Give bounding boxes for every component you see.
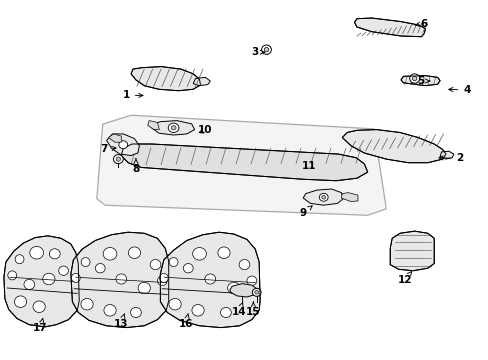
Polygon shape — [439, 151, 453, 159]
Text: 14: 14 — [231, 302, 245, 318]
Text: 4: 4 — [448, 85, 470, 95]
Ellipse shape — [49, 249, 60, 259]
Ellipse shape — [204, 274, 215, 284]
Ellipse shape — [81, 258, 90, 266]
Ellipse shape — [192, 305, 204, 316]
Ellipse shape — [321, 195, 325, 199]
Ellipse shape — [104, 305, 116, 316]
Text: 13: 13 — [113, 314, 128, 329]
Text: 15: 15 — [245, 302, 260, 318]
Ellipse shape — [113, 154, 123, 163]
Text: 10: 10 — [198, 125, 212, 135]
Ellipse shape — [412, 76, 416, 81]
Ellipse shape — [150, 260, 161, 270]
Ellipse shape — [138, 282, 150, 294]
Text: 5: 5 — [416, 76, 429, 86]
Ellipse shape — [246, 276, 256, 285]
Ellipse shape — [261, 45, 271, 54]
Ellipse shape — [8, 271, 17, 280]
Ellipse shape — [168, 123, 179, 132]
Ellipse shape — [239, 260, 249, 270]
Polygon shape — [97, 115, 386, 215]
Ellipse shape — [43, 273, 55, 285]
Ellipse shape — [220, 307, 231, 318]
Polygon shape — [303, 189, 343, 205]
Ellipse shape — [95, 264, 105, 273]
Polygon shape — [193, 77, 210, 86]
Ellipse shape — [254, 291, 258, 294]
Ellipse shape — [24, 279, 35, 289]
Ellipse shape — [218, 247, 230, 258]
Ellipse shape — [157, 276, 167, 285]
Ellipse shape — [128, 247, 141, 258]
Ellipse shape — [227, 282, 240, 294]
Ellipse shape — [130, 307, 141, 318]
Ellipse shape — [159, 274, 168, 282]
Polygon shape — [229, 284, 256, 297]
Text: 1: 1 — [122, 90, 142, 100]
Ellipse shape — [119, 141, 127, 149]
Polygon shape — [121, 144, 367, 181]
Polygon shape — [341, 193, 357, 202]
Text: 16: 16 — [178, 314, 193, 329]
Ellipse shape — [103, 248, 117, 260]
Polygon shape — [147, 121, 159, 130]
Polygon shape — [354, 18, 425, 37]
Polygon shape — [160, 232, 260, 328]
Ellipse shape — [171, 126, 176, 130]
Ellipse shape — [81, 298, 93, 310]
Text: 2: 2 — [438, 153, 462, 163]
Ellipse shape — [183, 264, 193, 273]
Ellipse shape — [15, 296, 27, 307]
Text: 17: 17 — [33, 319, 48, 333]
Polygon shape — [4, 236, 79, 327]
Ellipse shape — [15, 255, 24, 264]
Polygon shape — [342, 130, 445, 163]
Polygon shape — [131, 67, 200, 91]
Ellipse shape — [169, 258, 178, 266]
Ellipse shape — [71, 274, 80, 282]
Text: 7: 7 — [100, 144, 116, 154]
Ellipse shape — [59, 266, 68, 275]
Text: 11: 11 — [301, 161, 316, 171]
Text: 3: 3 — [251, 47, 264, 57]
Ellipse shape — [169, 298, 181, 310]
Ellipse shape — [264, 48, 268, 52]
Text: 6: 6 — [414, 19, 427, 29]
Polygon shape — [106, 134, 139, 156]
Polygon shape — [108, 134, 121, 142]
Polygon shape — [400, 76, 439, 86]
Ellipse shape — [319, 193, 327, 201]
Ellipse shape — [192, 248, 206, 260]
Polygon shape — [71, 232, 168, 328]
Ellipse shape — [116, 157, 121, 161]
Polygon shape — [151, 121, 194, 135]
Polygon shape — [389, 231, 433, 271]
Text: 9: 9 — [299, 206, 311, 218]
Text: 12: 12 — [397, 271, 411, 285]
Ellipse shape — [116, 274, 126, 284]
Ellipse shape — [33, 301, 45, 312]
Ellipse shape — [30, 246, 43, 259]
Text: 8: 8 — [132, 159, 139, 174]
Ellipse shape — [409, 74, 419, 83]
Ellipse shape — [252, 288, 261, 296]
